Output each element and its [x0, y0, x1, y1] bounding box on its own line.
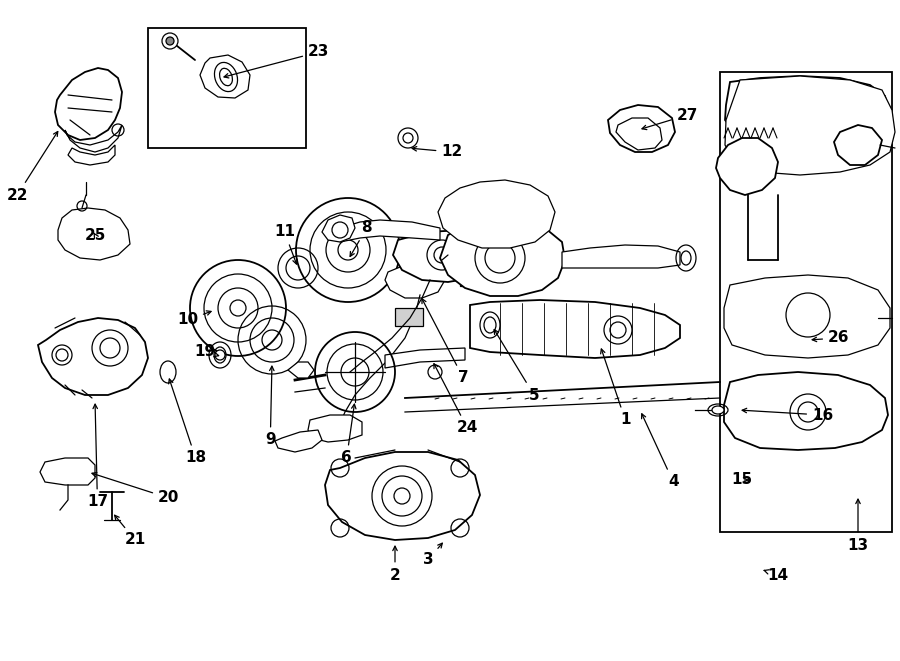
Text: 1: 1: [600, 349, 631, 428]
Text: 22: 22: [6, 132, 58, 202]
Text: 2: 2: [390, 546, 400, 582]
Polygon shape: [385, 262, 445, 298]
Polygon shape: [724, 372, 888, 450]
Text: 24: 24: [434, 364, 478, 436]
Polygon shape: [40, 458, 95, 485]
Bar: [148, 28, 306, 148]
Polygon shape: [724, 275, 890, 358]
Polygon shape: [725, 76, 895, 175]
Polygon shape: [65, 125, 122, 152]
Text: 11: 11: [274, 225, 297, 264]
Text: 20: 20: [92, 473, 179, 506]
Bar: [460, 228, 492, 286]
Circle shape: [166, 37, 174, 45]
Polygon shape: [58, 208, 130, 260]
Text: 26: 26: [812, 330, 850, 346]
Polygon shape: [834, 125, 882, 165]
Circle shape: [215, 350, 225, 360]
Text: 14: 14: [764, 568, 788, 582]
Bar: [720, 72, 892, 532]
Polygon shape: [322, 215, 355, 242]
Polygon shape: [725, 76, 888, 142]
Circle shape: [403, 133, 413, 143]
Polygon shape: [438, 180, 555, 248]
Text: 5: 5: [494, 330, 539, 403]
Polygon shape: [562, 245, 680, 268]
Polygon shape: [55, 68, 122, 140]
Bar: [395, 308, 423, 326]
Text: 7: 7: [422, 299, 469, 385]
Polygon shape: [340, 220, 440, 242]
Text: 10: 10: [177, 311, 212, 327]
Polygon shape: [288, 362, 314, 378]
Text: 19: 19: [194, 344, 219, 360]
Text: 4: 4: [642, 414, 679, 490]
Text: 21: 21: [114, 515, 146, 547]
Circle shape: [162, 33, 178, 49]
Text: 9: 9: [265, 366, 275, 447]
Polygon shape: [716, 138, 778, 195]
Text: 12: 12: [412, 145, 463, 159]
Text: 27: 27: [642, 108, 698, 130]
Polygon shape: [470, 300, 680, 358]
Text: 18: 18: [168, 379, 206, 465]
Polygon shape: [440, 220, 565, 296]
Polygon shape: [308, 415, 362, 442]
Polygon shape: [393, 230, 488, 282]
Polygon shape: [38, 318, 148, 395]
Text: 3: 3: [423, 543, 442, 568]
Text: 17: 17: [87, 404, 108, 510]
Text: 6: 6: [341, 404, 356, 465]
Polygon shape: [325, 452, 480, 540]
Text: 23: 23: [224, 44, 329, 78]
Text: 16: 16: [742, 407, 833, 422]
Text: 25: 25: [85, 227, 105, 243]
Polygon shape: [608, 105, 675, 152]
Text: 13: 13: [848, 499, 868, 553]
Ellipse shape: [712, 406, 724, 414]
Text: 8: 8: [350, 221, 372, 256]
Polygon shape: [275, 430, 322, 452]
Circle shape: [394, 488, 410, 504]
Polygon shape: [200, 55, 250, 98]
Polygon shape: [68, 145, 115, 165]
Polygon shape: [385, 348, 465, 368]
Text: 15: 15: [731, 473, 752, 488]
